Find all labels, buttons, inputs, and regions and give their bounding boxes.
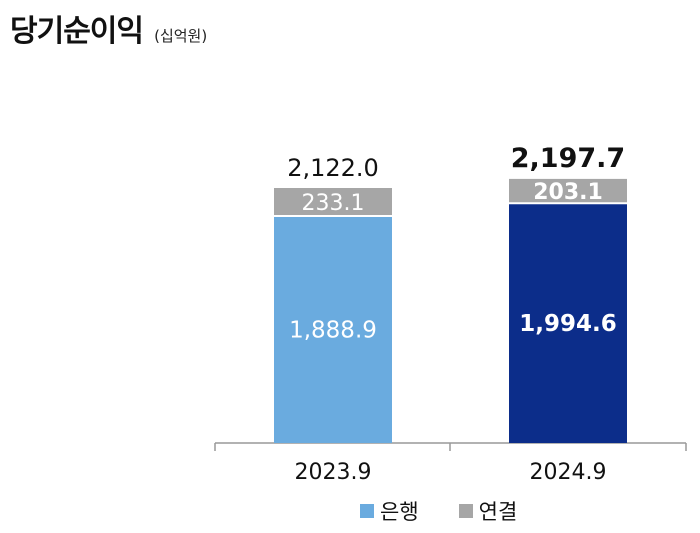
total-label: 2,197.7 bbox=[511, 143, 625, 174]
chart-title-area: 당기순이익 (십억원) bbox=[10, 6, 207, 50]
legend-item-consolidated: 연결 bbox=[458, 496, 518, 526]
chart-unit: (십억원) bbox=[154, 27, 208, 45]
x-tick-label: 2023.9 bbox=[295, 460, 372, 485]
chart-title: 당기순이익 bbox=[10, 14, 144, 49]
data-label-consolidated: 233.1 bbox=[302, 191, 365, 216]
legend-item-bank: 은행 bbox=[360, 496, 419, 526]
data-label-bank: 1,888.9 bbox=[289, 318, 377, 344]
legend-swatch-consolidated bbox=[458, 504, 473, 518]
bar-bank-2023.9 bbox=[274, 216, 392, 443]
bar-bank-2024.9 bbox=[509, 203, 627, 443]
legend-swatch-bank bbox=[360, 504, 374, 518]
data-label-bank: 1,994.6 bbox=[519, 311, 617, 337]
legend-label-consolidated: 연결 bbox=[478, 500, 518, 524]
data-label-consolidated: 203.1 bbox=[533, 180, 603, 205]
legend: 은행 연결 bbox=[360, 496, 557, 526]
total-label: 2,122.0 bbox=[287, 154, 379, 182]
x-tick-label: 2024.9 bbox=[530, 460, 607, 485]
legend-label-bank: 은행 bbox=[380, 500, 419, 524]
bar-consolidated-2024.9 bbox=[509, 178, 627, 204]
bar-consolidated-2023.9 bbox=[274, 188, 392, 217]
